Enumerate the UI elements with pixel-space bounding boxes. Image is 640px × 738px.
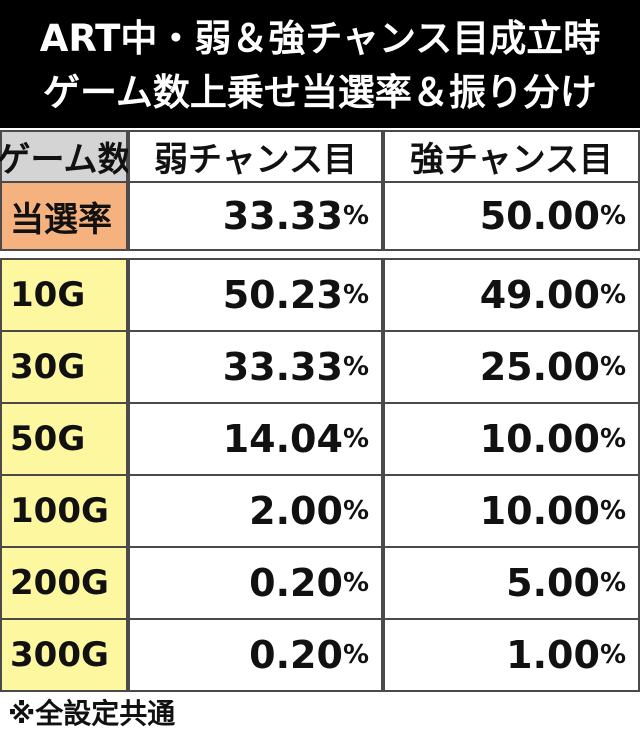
value-cell: 33.33%: [128, 181, 383, 251]
row-label: 50G: [0, 402, 128, 476]
footnote: ※全設定共通: [8, 697, 176, 730]
title-banner: ART中・弱＆強チャンス目成立時 ゲーム数上乗せ当選率＆振り分け: [0, 0, 640, 128]
value-cell: 10.00%: [383, 474, 640, 548]
row-label: 10G: [0, 258, 128, 332]
value-cell: 10.00%: [383, 402, 640, 476]
row-label: 当選率: [0, 181, 128, 251]
column-header: 強チャンス目: [383, 130, 640, 183]
row-label: 100G: [0, 474, 128, 548]
row-label: 200G: [0, 546, 128, 620]
column-header: ゲーム数: [0, 130, 132, 183]
value-cell: 5.00%: [383, 546, 640, 620]
row-label: 300G: [0, 618, 128, 692]
value-cell: 14.04%: [128, 402, 383, 476]
value-cell: 0.20%: [128, 546, 383, 620]
value-cell: 0.20%: [128, 618, 383, 692]
value-cell: 33.33%: [128, 330, 383, 404]
title-line: ART中・弱＆強チャンス目成立時: [39, 17, 601, 60]
value-cell: 50.00%: [383, 181, 640, 251]
value-cell: 25.00%: [383, 330, 640, 404]
column-header: 弱チャンス目: [128, 130, 383, 183]
value-cell: 2.00%: [128, 474, 383, 548]
title-line: ゲーム数上乗せ当選率＆振り分け: [43, 71, 597, 114]
value-cell: 50.23%: [128, 258, 383, 332]
value-cell: 1.00%: [383, 618, 640, 692]
value-cell: 49.00%: [383, 258, 640, 332]
row-label: 30G: [0, 330, 128, 404]
